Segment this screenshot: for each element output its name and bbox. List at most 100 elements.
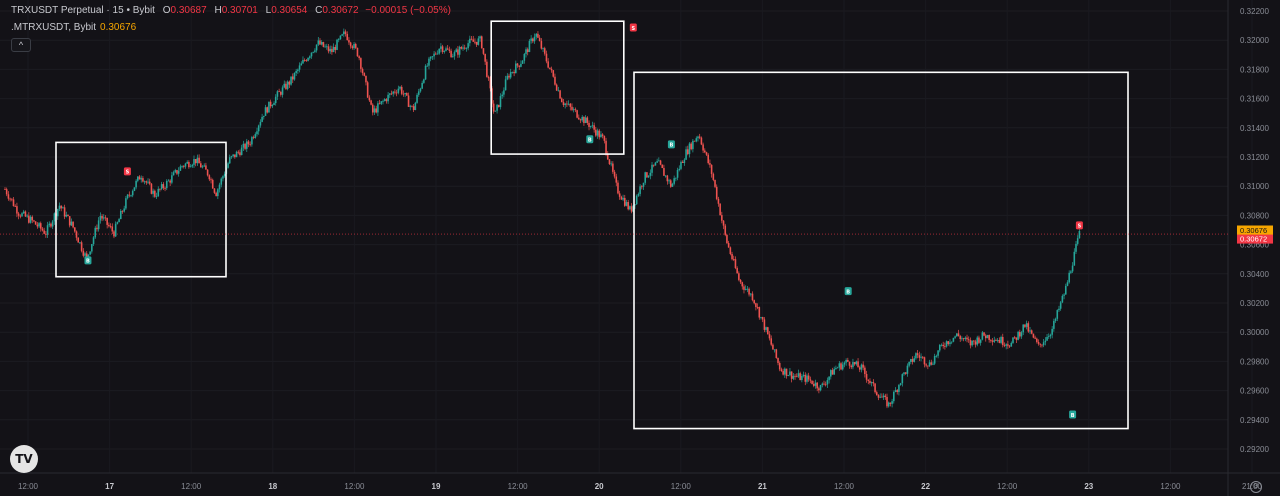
candle-body — [1066, 282, 1069, 286]
candle-body — [460, 46, 463, 49]
candle-body — [1041, 344, 1043, 346]
candle-body — [360, 58, 362, 69]
candle-body — [1025, 323, 1028, 327]
candle-body — [1022, 324, 1025, 333]
candle-body — [1063, 294, 1065, 296]
candle-body — [612, 163, 614, 172]
candle-body — [327, 46, 330, 52]
candle-body — [194, 159, 197, 164]
candle-body — [455, 49, 458, 53]
settings-gear-icon[interactable]: ⚙ — [1250, 481, 1262, 493]
collapse-legend-button[interactable]: ^ — [11, 38, 31, 52]
candle-body — [400, 86, 403, 94]
candle-body — [402, 93, 405, 95]
candle-body — [801, 375, 803, 381]
indicator-value: 0.30676 — [100, 22, 137, 33]
open-label: O — [162, 5, 171, 16]
candle-body — [314, 50, 316, 52]
candle-body — [186, 162, 188, 164]
signal-label: B — [86, 259, 90, 265]
candle-body — [1001, 336, 1004, 345]
candle-body — [995, 340, 997, 342]
candle-body — [469, 38, 471, 44]
interval[interactable]: 15 — [112, 5, 124, 16]
candle-body — [414, 102, 417, 111]
candle-body — [382, 100, 384, 102]
candle-body — [778, 362, 781, 370]
candle-body — [1010, 342, 1013, 347]
tradingview-logo[interactable]: TV — [10, 445, 38, 473]
candle-body — [189, 166, 192, 168]
candle-body — [167, 180, 170, 182]
buy-signal — [844, 287, 852, 296]
candle-body — [77, 237, 80, 243]
candle-body — [962, 338, 965, 340]
candle-body — [184, 163, 187, 167]
candle-body — [130, 195, 132, 197]
candle-body — [239, 152, 241, 156]
y-tick-label: 0.31800 — [1240, 65, 1269, 74]
candle-body — [125, 198, 127, 209]
candle-body — [106, 217, 108, 225]
candle-body — [181, 165, 183, 167]
candle-body — [1049, 334, 1052, 337]
candle-body — [288, 81, 291, 85]
candle-body — [75, 231, 78, 238]
exchange: Bybit — [132, 5, 155, 16]
candle-body — [383, 99, 386, 101]
candle-body — [201, 166, 204, 168]
candle-body — [1030, 330, 1033, 334]
candle-body — [756, 306, 759, 308]
candle-body — [244, 143, 246, 149]
candle-body — [693, 140, 696, 142]
y-tick-label: 0.29800 — [1240, 357, 1269, 366]
candle-body — [789, 371, 791, 376]
candle-body — [228, 157, 231, 164]
candle-body — [1039, 343, 1042, 345]
candle-body — [293, 73, 296, 80]
candle-body — [588, 122, 590, 127]
candle-body — [748, 288, 750, 295]
candle-body — [845, 359, 847, 363]
candle-body — [692, 140, 694, 150]
signal-label: B — [846, 289, 850, 295]
candle-body — [722, 220, 725, 226]
candle-body — [537, 33, 539, 38]
candle-body — [828, 376, 830, 381]
candle-body — [150, 183, 153, 194]
candle-body — [928, 362, 931, 367]
candle-body — [5, 189, 8, 195]
candle-body — [714, 179, 716, 187]
candle-body — [967, 339, 970, 341]
candle-body — [361, 68, 364, 74]
candle-body — [990, 339, 992, 341]
candle-body — [918, 355, 921, 358]
highlight-box — [633, 71, 1129, 430]
symbol-name[interactable]: TRXUSDT Perpetual — [11, 5, 104, 16]
candle-body — [254, 134, 257, 138]
indicator-legend[interactable]: .MTRXUSDT, Bybit 0.30676 — [11, 22, 136, 34]
candle-body — [312, 51, 314, 53]
candle-body — [80, 242, 83, 251]
candle-body — [133, 187, 136, 191]
candle-body — [261, 116, 263, 122]
candle-body — [877, 395, 880, 398]
candle-body — [1029, 330, 1031, 332]
candle-body — [790, 371, 793, 379]
candle-body — [1073, 251, 1076, 266]
candle-body — [622, 197, 624, 200]
candle-body — [263, 115, 265, 117]
candle-body — [540, 40, 543, 49]
candle-body — [921, 356, 924, 358]
candle-body — [763, 319, 766, 330]
candle-body — [295, 70, 297, 74]
candle-body — [203, 165, 206, 167]
candle-body — [434, 53, 437, 55]
candle-body — [630, 206, 633, 212]
candle-body — [515, 63, 517, 74]
candle-body — [33, 220, 35, 222]
candle-body — [564, 103, 566, 106]
candle-body — [911, 358, 914, 362]
candle-body — [521, 60, 524, 64]
